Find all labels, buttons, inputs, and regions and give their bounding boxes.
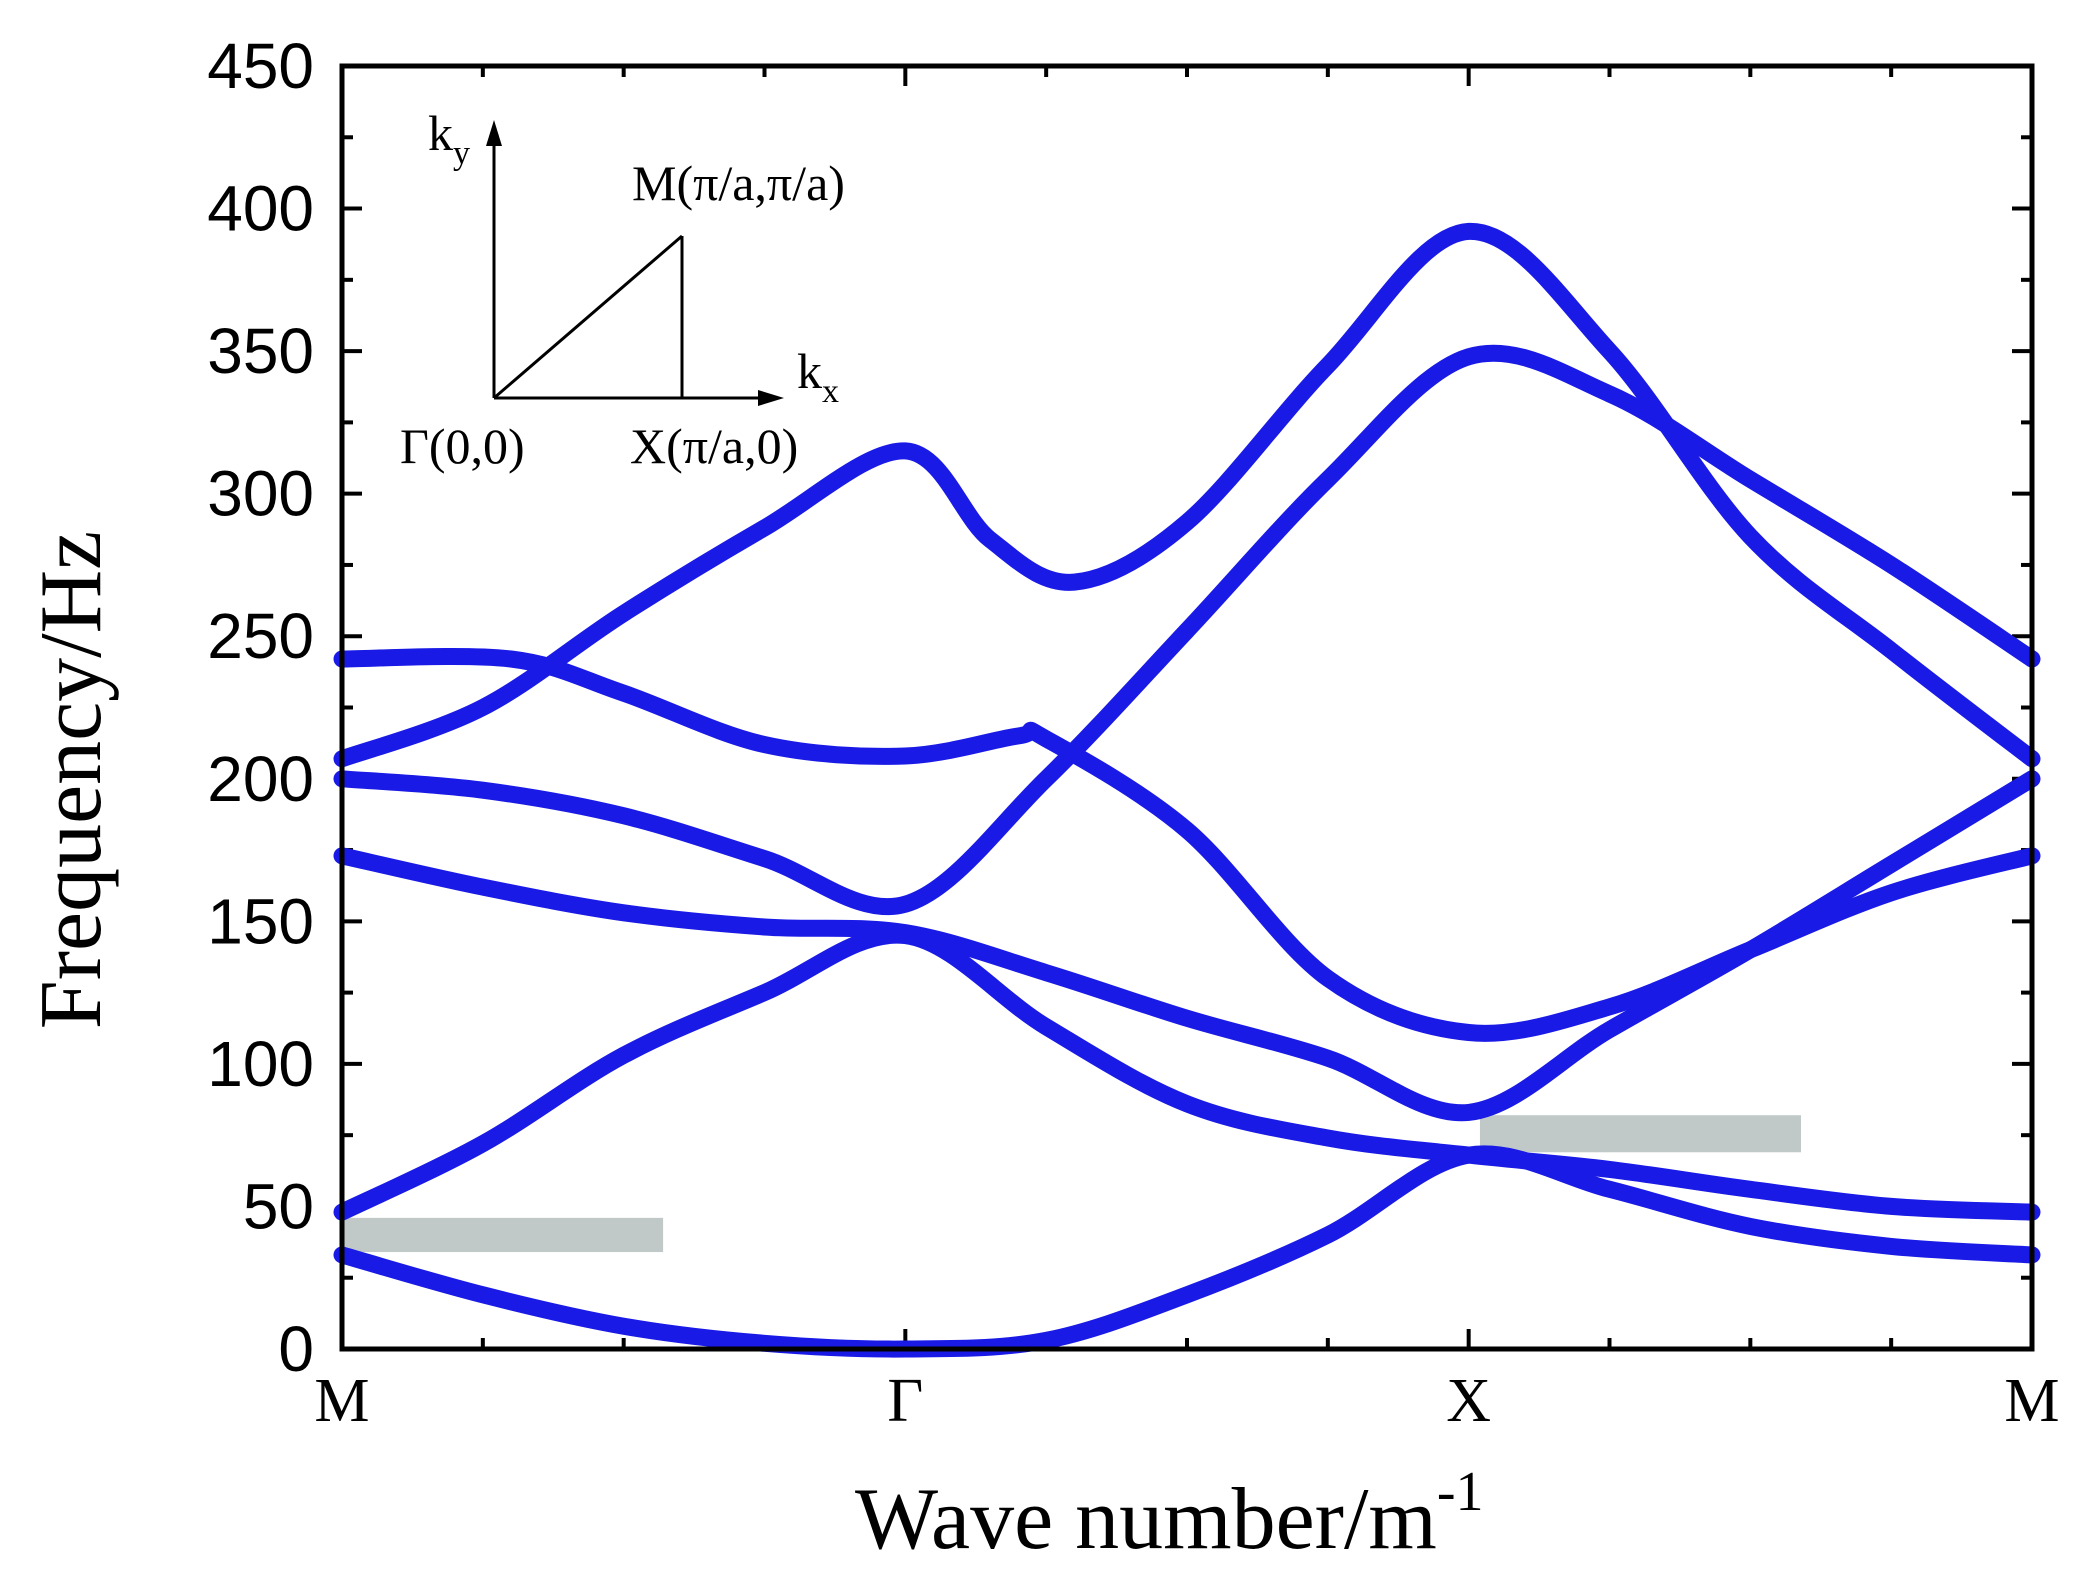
inset-gamma-point-label: Γ(0,0) xyxy=(400,418,525,474)
x-tick-label: X xyxy=(1446,1367,1491,1435)
band-gaps xyxy=(342,1115,1802,1253)
y-tick-label: 250 xyxy=(207,600,314,672)
x-axis-label: Wave number/m-1 xyxy=(855,1461,1484,1568)
plot-frame xyxy=(339,63,2035,1352)
y-axis-label: Frequency/Hz xyxy=(23,531,120,1029)
inset-ky-arrowhead xyxy=(486,120,502,146)
y-tick-label: 50 xyxy=(243,1170,314,1242)
band-curve-1 xyxy=(333,1145,2041,1358)
inset-kx-label: kx xyxy=(797,343,839,410)
inset-kx-subscript: x xyxy=(822,373,839,410)
x-tick-label: M xyxy=(314,1367,369,1435)
y-tick-label: 150 xyxy=(207,885,314,957)
band-gap-2 xyxy=(1479,1115,1802,1153)
inset-kx-arrowhead xyxy=(758,390,784,406)
x-tick-label: Γ xyxy=(887,1367,923,1435)
inset-m-point-label: M(π/a,π/a) xyxy=(632,155,845,211)
brillouin-zone-inset: ky kx M(π/a,π/a) Γ(0,0) X(π/a,0) xyxy=(400,105,845,474)
y-tick-label: 450 xyxy=(207,30,314,102)
band-curve-5 xyxy=(333,647,2041,1042)
y-tick-label: 300 xyxy=(207,458,314,530)
x-axis-label-superscript: -1 xyxy=(1437,1461,1484,1523)
x-axis-label-text: Wave number/m xyxy=(855,1471,1437,1568)
y-tick-label: 200 xyxy=(207,743,314,815)
y-tick-label: 400 xyxy=(207,173,314,245)
y-tick-label: 350 xyxy=(207,315,314,387)
inset-ky-subscript: y xyxy=(453,135,470,172)
band-curve-6 xyxy=(333,222,2041,768)
y-tick-label: 100 xyxy=(207,1028,314,1100)
inset-gamma-m-path xyxy=(493,234,683,400)
inset-ky-label: ky xyxy=(428,105,470,172)
dispersion-curves xyxy=(333,222,2041,1358)
band-gap-1 xyxy=(342,1217,664,1253)
band-curve-4 xyxy=(333,344,2041,916)
y-tick-label: 0 xyxy=(278,1313,314,1385)
band-curve-2 xyxy=(333,926,2041,1221)
x-tick-label: M xyxy=(2004,1367,2059,1435)
inset-x-point-label: X(π/a,0) xyxy=(630,418,798,474)
chart-ticks xyxy=(340,64,2034,1351)
y-tick-labels: 0 50 100 150 200 250 300 350 400 450 xyxy=(207,30,314,1385)
